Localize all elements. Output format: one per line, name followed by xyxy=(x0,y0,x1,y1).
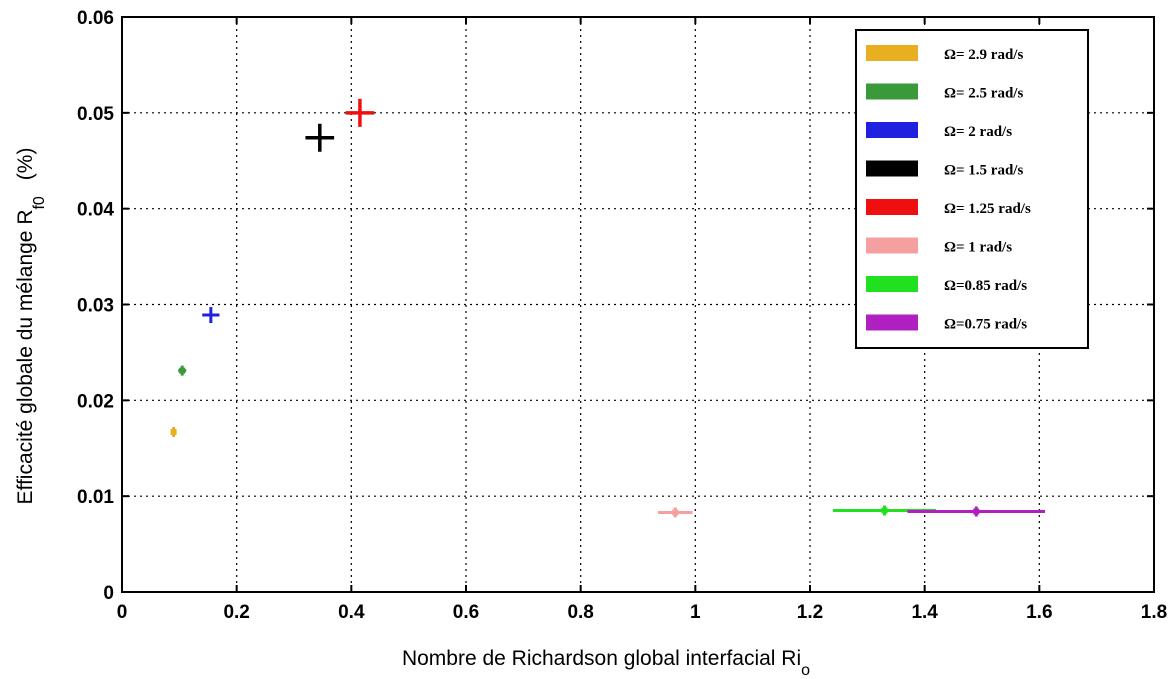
y-tick-label: 0 xyxy=(103,583,114,604)
y-tick-label: 0.02 xyxy=(77,391,114,412)
data-marks xyxy=(170,98,1046,518)
legend-entry: Ω= 1.5 rad/s xyxy=(866,160,1023,179)
legend-swatch xyxy=(866,314,918,331)
legend-entry: Ω=0.75 rad/s xyxy=(866,314,1027,333)
legend-entry: Ω=0.85 rad/s xyxy=(866,276,1027,294)
y-tick-label: 0.05 xyxy=(77,104,114,125)
series-point xyxy=(170,426,177,437)
y-tick-label: 0.03 xyxy=(77,296,114,317)
x-tick-label: 1.8 xyxy=(1141,602,1167,623)
legend-box xyxy=(855,29,1089,349)
legend-label: Ω= 1.25 rad/s xyxy=(944,201,1031,217)
x-tick-label: 0.4 xyxy=(338,602,365,623)
x-tick-label: 0 xyxy=(117,602,128,623)
x-tick-label: 0.6 xyxy=(453,602,479,623)
legend-label: Ω= 1.5 rad/s xyxy=(944,163,1023,179)
legend-swatch xyxy=(866,276,918,292)
marker-center xyxy=(170,428,177,435)
legend-label: Ω= 2 rad/s xyxy=(944,124,1012,140)
series-point xyxy=(345,98,375,127)
series-point xyxy=(305,123,335,152)
legend-entry: Ω= 2.9 rad/s xyxy=(866,45,1023,63)
marker-center xyxy=(973,508,980,515)
legend-entry: Ω= 2 rad/s xyxy=(866,122,1012,140)
legend-label: Ω=0.75 rad/s xyxy=(944,317,1027,333)
legend-swatch xyxy=(866,199,918,215)
x-tick-label: 0.8 xyxy=(567,602,593,623)
series-point xyxy=(907,506,1046,517)
marker-center xyxy=(881,507,888,514)
y-axis-ticks: 0 0.01 0.02 0.03 0.04 0.05 0.06 xyxy=(77,8,1154,604)
legend-swatch xyxy=(866,237,918,254)
legend-swatch xyxy=(866,160,918,177)
series-point xyxy=(658,507,693,518)
y-tick-label: 0.01 xyxy=(77,487,114,508)
legend-label: Ω= 1 rad/s xyxy=(944,240,1012,256)
y-axis-label: Efficacité globale du mélange Rf0(%) xyxy=(14,148,48,505)
legend-label: Ω= 2.5 rad/s xyxy=(944,86,1023,102)
legend-label: Ω= 2.9 rad/s xyxy=(944,47,1023,63)
marker-center xyxy=(179,367,186,374)
legend-entry: Ω= 2.5 rad/s xyxy=(866,83,1023,102)
legend-swatch xyxy=(866,45,918,61)
x-tick-label: 1.6 xyxy=(1026,602,1052,623)
y-tick-label: 0.04 xyxy=(77,200,114,221)
legend-label: Ω=0.85 rad/s xyxy=(944,278,1027,294)
x-tick-label: 1 xyxy=(690,602,701,623)
legend-swatch xyxy=(866,122,918,138)
legend-entry: Ω= 1 rad/s xyxy=(866,237,1012,256)
x-axis-ticks: 0 0.2 0.4 0.6 0.8 1 1.2 1.4 1.6 1.8 xyxy=(117,17,1167,623)
marker-center xyxy=(672,509,679,516)
x-tick-label: 1.2 xyxy=(797,602,823,623)
x-tick-label: 0.2 xyxy=(223,602,249,623)
x-tick-label: 1.4 xyxy=(911,602,938,623)
series-point xyxy=(178,365,187,376)
legend: Ω= 2.9 rad/s Ω= 2.5 rad/s Ω= 2 rad/s Ω= 1.5… xyxy=(855,29,1089,349)
x-axis-label: Nombre de Richardson global interfacial … xyxy=(402,647,810,679)
y-tick-label: 0.06 xyxy=(77,8,114,29)
legend-entry: Ω= 1.25 rad/s xyxy=(866,199,1031,217)
series-point xyxy=(202,307,220,324)
legend-swatch xyxy=(866,83,918,100)
